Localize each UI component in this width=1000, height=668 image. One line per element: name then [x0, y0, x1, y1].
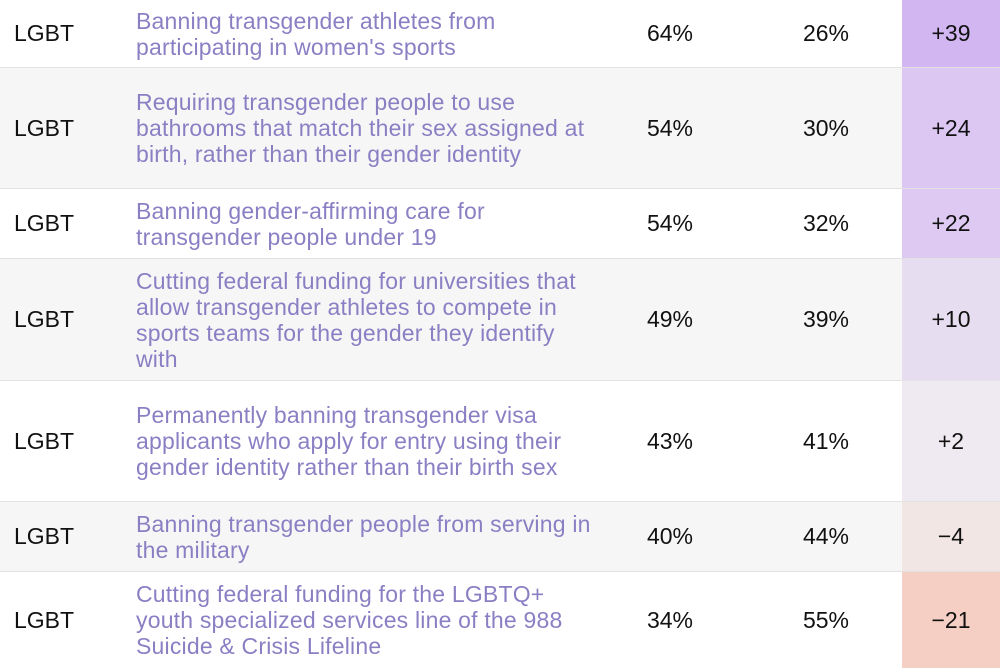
category-cell: LGBT — [14, 306, 75, 332]
policy-cell: Cutting federal funding for universities… — [136, 267, 576, 372]
policy-cell: Banning transgender people from serving … — [136, 510, 591, 563]
oppose-cell: 41% — [802, 427, 850, 454]
net-cell: +22 — [902, 189, 1000, 258]
net-cell: +24 — [902, 68, 1000, 188]
oppose-cell: 55% — [802, 606, 850, 633]
category-cell: LGBT — [14, 210, 75, 236]
net-cell: +10 — [902, 259, 1000, 380]
table-row: LGBT Cutting federal funding for the LGB… — [0, 572, 1000, 668]
support-cell: 40% — [646, 523, 694, 549]
table-row: LGBT Banning transgender people from ser… — [0, 502, 1000, 572]
table-row: LGBT Cutting federal funding for univers… — [0, 259, 1000, 381]
net-cell: −21 — [902, 572, 1000, 668]
table-row: LGBT Banning gender-affirming care for t… — [0, 189, 1000, 259]
net-cell: −4 — [902, 502, 1000, 571]
table-row: LGBT Banning transgender athletes from p… — [0, 0, 1000, 68]
support-cell: 49% — [646, 306, 694, 332]
oppose-cell: 39% — [802, 306, 850, 332]
policy-cell: Banning gender-affirming care for transg… — [136, 197, 485, 250]
category-cell: LGBT — [14, 606, 75, 633]
category-cell: LGBT — [14, 523, 75, 549]
oppose-cell: 44% — [802, 523, 850, 549]
support-cell: 64% — [646, 20, 694, 46]
policy-cell: Banning transgender athletes from partic… — [136, 7, 496, 60]
category-cell: LGBT — [14, 427, 75, 454]
net-cell: +2 — [902, 381, 1000, 501]
oppose-cell: 26% — [802, 20, 850, 46]
support-cell: 34% — [646, 606, 694, 633]
support-cell: 43% — [646, 427, 694, 454]
support-cell: 54% — [646, 114, 694, 141]
table-row: LGBT Permanently banning transgender vis… — [0, 381, 1000, 502]
oppose-cell: 32% — [802, 210, 850, 236]
table-row: LGBT Requiring transgender people to use… — [0, 68, 1000, 189]
policy-cell: Requiring transgender people to use bath… — [136, 89, 585, 167]
policy-cell: Permanently banning transgender visa app… — [136, 402, 562, 480]
policy-cell: Cutting federal funding for the LGBTQ+ y… — [136, 581, 563, 659]
oppose-cell: 30% — [802, 114, 850, 141]
category-cell: LGBT — [14, 20, 75, 46]
category-cell: LGBT — [14, 114, 75, 141]
net-cell: +39 — [902, 0, 1000, 67]
support-cell: 54% — [646, 210, 694, 236]
